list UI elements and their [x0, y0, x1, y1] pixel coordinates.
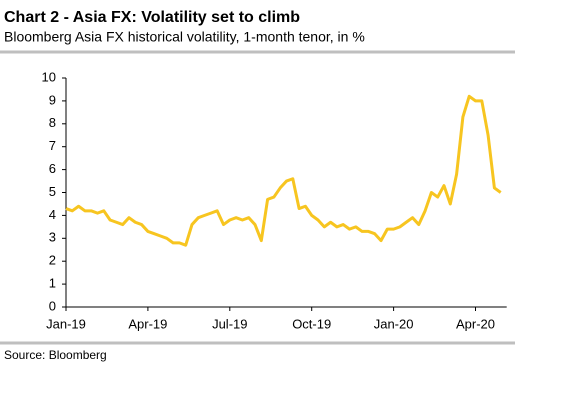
chart-title: Chart 2 - Asia FX: Volatility set to cli… — [4, 9, 300, 26]
y-tick-label: 5 — [49, 184, 56, 199]
chart-subtitle: Bloomberg Asia FX historical volatility,… — [4, 29, 365, 45]
x-tick-label: Jan-19 — [46, 316, 86, 331]
y-tick-label: 1 — [49, 276, 56, 291]
y-tick-label: 2 — [49, 253, 56, 268]
x-tick-label: Jul-19 — [212, 316, 247, 331]
y-tick-label: 0 — [49, 298, 56, 313]
x-tick-label: Apr-19 — [128, 316, 167, 331]
y-tick-label: 3 — [49, 230, 56, 245]
y-tick-label: 7 — [49, 138, 56, 153]
y-tick-label: 8 — [49, 115, 56, 130]
x-tick-label: Jan-20 — [374, 316, 414, 331]
x-tick-label: Oct-19 — [292, 316, 331, 331]
y-tick-label: 10 — [42, 69, 56, 84]
line — [65, 94, 502, 247]
y-tick-label: 9 — [49, 92, 56, 107]
y-tick-label: 6 — [49, 161, 56, 176]
x-tick-label: Apr-20 — [456, 316, 495, 331]
y-tick-label: 4 — [49, 207, 56, 222]
source: Source: Bloomberg — [4, 348, 107, 362]
